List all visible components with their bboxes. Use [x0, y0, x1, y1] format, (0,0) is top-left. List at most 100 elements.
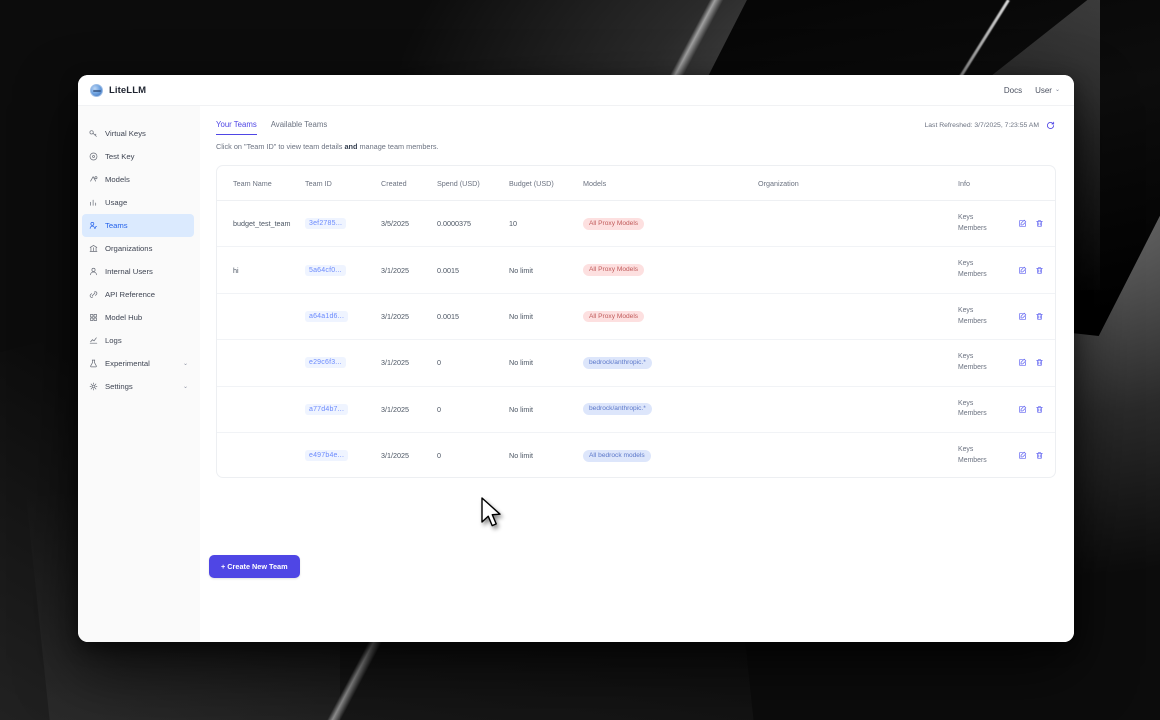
- info-lines: Keys Members: [958, 399, 1014, 420]
- tab-your-teams[interactable]: Your Teams: [216, 120, 257, 135]
- info-line: Keys: [958, 260, 974, 268]
- chevron-down-icon[interactable]: ⌄: [182, 384, 188, 390]
- row-actions: [1018, 266, 1055, 275]
- tab-available-teams[interactable]: Available Teams: [270, 120, 328, 129]
- table-row[interactable]: e497b4e... 3/1/2025 0 No limit All bedrock m…: [217, 432, 1055, 477]
- last-refreshed-text: Last Refreshed: 3/7/2025, 7:23:55 AM: [924, 122, 1040, 129]
- trash-icon[interactable]: [1035, 312, 1044, 321]
- cell-info: Keys Members: [958, 293, 1018, 341]
- refresh-icon[interactable]: [1045, 120, 1056, 131]
- sidebar-item-test-key[interactable]: Test Key: [82, 145, 194, 168]
- edit-icon[interactable]: [1018, 405, 1027, 414]
- cell-models: All Proxy Models: [583, 293, 758, 341]
- cell-actions: [1018, 246, 1055, 294]
- table-row[interactable]: e29c6f3... 3/1/2025 0 No limit bedrock/anthr…: [217, 339, 1055, 387]
- sidebar-item-usage[interactable]: Usage: [82, 191, 194, 214]
- table-row[interactable]: hi 5a64cf0... 3/1/2025 0.0015 No limit All Pr…: [217, 246, 1055, 294]
- bank-icon: [89, 245, 98, 252]
- user-menu-label: User: [1035, 85, 1052, 95]
- edit-icon[interactable]: [1018, 358, 1027, 367]
- edit-icon[interactable]: [1018, 451, 1027, 460]
- team-id-link[interactable]: a77d4b7...: [305, 403, 349, 415]
- sidebar-item-models[interactable]: Models: [82, 168, 194, 191]
- sidebar-item-internal-users[interactable]: Internal Users: [82, 260, 194, 283]
- team-id-link[interactable]: e497b4e...: [305, 450, 349, 462]
- edit-icon[interactable]: [1018, 312, 1027, 321]
- row-actions: [1018, 451, 1055, 460]
- cell-team-id: e29c6f3...: [305, 339, 381, 387]
- cell-spend: 0: [437, 339, 509, 387]
- sidebar-item-organizations[interactable]: Organizations: [82, 237, 194, 260]
- trash-icon[interactable]: [1035, 266, 1044, 275]
- sidebar-item-teams[interactable]: Teams: [82, 214, 194, 237]
- edit-icon[interactable]: [1018, 219, 1027, 228]
- cell-info: Keys Members: [958, 200, 1018, 248]
- model-badge: bedrock/anthropic.*: [583, 403, 652, 416]
- sidebar-item-settings[interactable]: Settings ⌄: [82, 375, 194, 398]
- team-id-link[interactable]: 3ef2785...: [305, 218, 347, 230]
- cell-spend: 0: [437, 386, 509, 434]
- teams-table-body: budget_test_team 3ef2785... 3/5/2025 0.0000…: [217, 200, 1055, 477]
- teams-table-head: Team Name Team ID Created Spend (USD) Budget…: [217, 166, 1055, 201]
- cell-budget: No limit: [509, 339, 583, 387]
- main-content: Your Teams Available Teams Last Refreshed…: [200, 106, 1074, 642]
- cell-spend: 0.0015: [437, 293, 509, 341]
- trash-icon[interactable]: [1035, 405, 1044, 414]
- cell-organization: [758, 432, 958, 477]
- hint-after: manage team members.: [357, 142, 439, 151]
- models-icon: [90, 176, 98, 182]
- app-topbar: LiteLLM Docs User ⌄: [78, 75, 1074, 106]
- team-id-link[interactable]: a64a1d6...: [305, 311, 349, 323]
- link-icon: [89, 291, 98, 298]
- cell-created: 3/1/2025: [381, 293, 437, 341]
- sidebar-item-label: Usage: [105, 198, 128, 207]
- table-hint: Click on "Team ID" to view team details …: [216, 142, 1056, 151]
- bar-chart-icon: [90, 199, 97, 206]
- cell-team-name: budget_test_team: [217, 200, 305, 248]
- cell-team-id: a64a1d6...: [305, 293, 381, 341]
- cell-team-id: 5a64cf0...: [305, 246, 381, 294]
- cell-team-name: [217, 432, 305, 477]
- trash-icon[interactable]: [1035, 358, 1044, 367]
- sidebar-item-label: Test Key: [105, 152, 135, 161]
- sidebar-item-virtual-keys[interactable]: Virtual Keys: [82, 122, 194, 145]
- table-row[interactable]: a64a1d6... 3/1/2025 0.0015 No limit All Prox…: [217, 293, 1055, 341]
- sidebar-item-logs[interactable]: Logs: [82, 329, 194, 352]
- sidebar-item-label: Models: [105, 175, 130, 184]
- column-header-team-name: Team Name: [217, 166, 305, 201]
- edit-icon[interactable]: [1018, 266, 1027, 275]
- cell-created: 3/1/2025: [381, 339, 437, 387]
- cell-organization: [758, 246, 958, 294]
- team-id-link[interactable]: 5a64cf0...: [305, 264, 346, 276]
- table-row[interactable]: a77d4b7... 3/1/2025 0 No limit bedrock/anthr…: [217, 386, 1055, 434]
- team-id-link[interactable]: e29c6f3...: [305, 357, 346, 369]
- brand[interactable]: LiteLLM: [90, 83, 146, 97]
- sidebar-item-experimental[interactable]: Experimental ⌄: [82, 352, 194, 375]
- teams-table-card: Team Name Team ID Created Spend (USD) Budget…: [216, 165, 1056, 478]
- target-icon: [89, 152, 98, 161]
- user-menu[interactable]: User ⌄: [1035, 86, 1060, 95]
- trash-icon[interactable]: [1035, 219, 1044, 228]
- info-line: Keys: [958, 214, 974, 221]
- cell-models: bedrock/anthropic.*: [583, 386, 758, 434]
- docs-link[interactable]: Docs: [1003, 85, 1023, 95]
- trash-icon[interactable]: [1035, 451, 1044, 460]
- column-header-team-id: Team ID: [305, 166, 381, 201]
- create-new-team-button[interactable]: + Create New Team: [209, 555, 300, 578]
- table-row[interactable]: budget_test_team 3ef2785... 3/5/2025 0.0000…: [217, 200, 1055, 248]
- sidebar-item-label: Model Hub: [105, 313, 143, 322]
- table-header-row: Team Name Team ID Created Spend (USD) Budget…: [217, 166, 1055, 201]
- litellm-app-window: LiteLLM Docs User ⌄ Virtual Keys Test Key…: [78, 75, 1074, 642]
- cell-info: Keys Members: [958, 246, 1018, 294]
- hint-before: Click on "Team ID" to view team details: [216, 142, 345, 151]
- info-line: Members: [958, 224, 987, 232]
- sidebar-item-model-hub[interactable]: Model Hub: [82, 306, 194, 329]
- flask-icon: [90, 359, 97, 368]
- row-actions: [1018, 219, 1055, 228]
- sidebar-item-api-reference[interactable]: API Reference: [82, 283, 194, 306]
- info-line: Keys: [958, 446, 974, 454]
- chevron-down-icon[interactable]: ⌄: [182, 361, 188, 367]
- cell-organization: [758, 339, 958, 387]
- cell-budget: No limit: [509, 386, 583, 434]
- chevron-down-icon: ⌄: [1054, 87, 1060, 93]
